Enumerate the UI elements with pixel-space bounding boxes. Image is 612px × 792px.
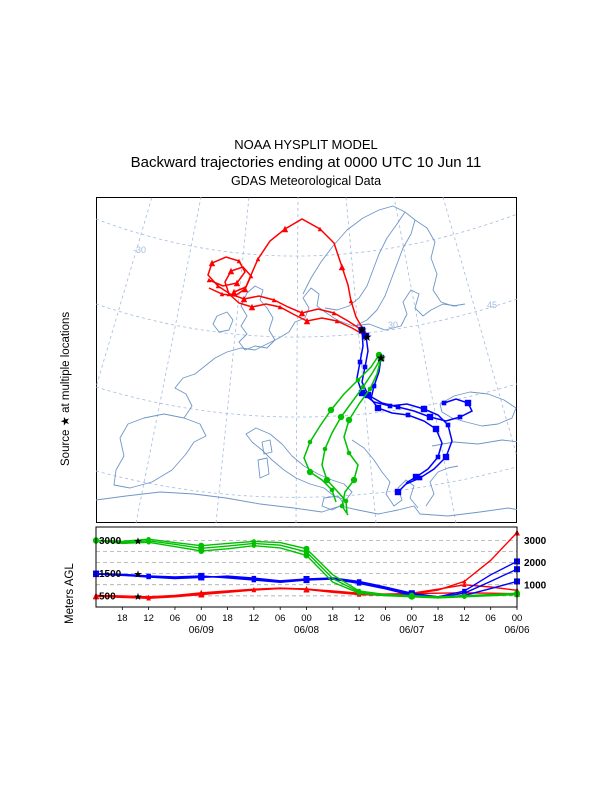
svg-text:00: 00: [301, 613, 312, 624]
svg-text:12: 12: [249, 613, 260, 624]
svg-text:00: 00: [512, 613, 523, 624]
met-data-subtitle: GDAS Meteorological Data: [230, 174, 382, 188]
svg-text:18: 18: [328, 613, 339, 624]
source-location-label: Source ★ at multiple locations: [60, 311, 72, 466]
trajectory-traj-500m-b: [208, 218, 368, 335]
svg-text:06: 06: [380, 613, 391, 624]
coast-anatolia: [431, 439, 517, 447]
graticule-label: 30: [388, 320, 398, 330]
svg-text:500: 500: [99, 591, 116, 602]
svg-text:06/08: 06/08: [294, 625, 319, 636]
coast-balkans-greece: [351, 439, 459, 509]
svg-text:06/06: 06/06: [504, 625, 529, 636]
coast-sardinia: [257, 457, 270, 479]
coast-north-africa: [96, 491, 517, 517]
profile-series-3000m-c: [93, 537, 520, 600]
svg-text:12: 12: [143, 613, 154, 624]
start-height-star: ★: [134, 592, 143, 603]
svg-text:00: 00: [406, 613, 417, 624]
start-height-star: ★: [134, 536, 143, 547]
svg-text:2000: 2000: [524, 558, 547, 569]
model-title: NOAA HYSPLIT MODEL: [234, 137, 378, 152]
trajectory-traj-1500m-a: [356, 326, 453, 496]
coast-france-baltic: [174, 287, 458, 419]
svg-text:12: 12: [459, 613, 470, 624]
coast-iberia: [113, 413, 207, 489]
trajectory-traj-3000m-c: [303, 351, 383, 503]
trajectory-traj-1500m-b: [361, 332, 474, 422]
graticule-label: -30: [133, 245, 146, 255]
coast-norway: [302, 205, 406, 311]
svg-text:12: 12: [354, 613, 365, 624]
coast-sweden-finland: [354, 211, 466, 327]
svg-text:18: 18: [433, 613, 444, 624]
source-star-marker: ★: [376, 351, 387, 365]
svg-text:18: 18: [117, 613, 128, 624]
trajectory-title: Backward trajectories ending at 0000 UTC…: [130, 154, 482, 171]
graticule-label: 45: [487, 300, 497, 310]
meters-agl-label: Meters AGL: [64, 563, 76, 624]
coast-ireland: [212, 311, 234, 333]
coast-black-sea: [439, 391, 517, 427]
svg-text:06/09: 06/09: [189, 625, 214, 636]
svg-text:3000: 3000: [99, 536, 122, 547]
trajectory-traj-3000m-a: [321, 354, 385, 514]
svg-text:18: 18: [222, 613, 233, 624]
svg-text:3000: 3000: [524, 536, 547, 547]
svg-text:1500: 1500: [99, 569, 122, 580]
coast-corsica: [261, 439, 273, 455]
source-star-marker: ★: [357, 323, 368, 337]
svg-text:06: 06: [275, 613, 286, 624]
source-star-marker: ★: [362, 330, 373, 344]
svg-text:1000: 1000: [524, 580, 547, 591]
svg-text:06/07: 06/07: [399, 625, 424, 636]
start-height-star: ★: [134, 570, 143, 581]
title-block: NOAA HYSPLIT MODEL Backward trajectories…: [0, 136, 612, 190]
svg-text:06: 06: [170, 613, 181, 624]
svg-text:00: 00: [196, 613, 207, 624]
map-border: [96, 197, 517, 523]
svg-text:06: 06: [485, 613, 496, 624]
